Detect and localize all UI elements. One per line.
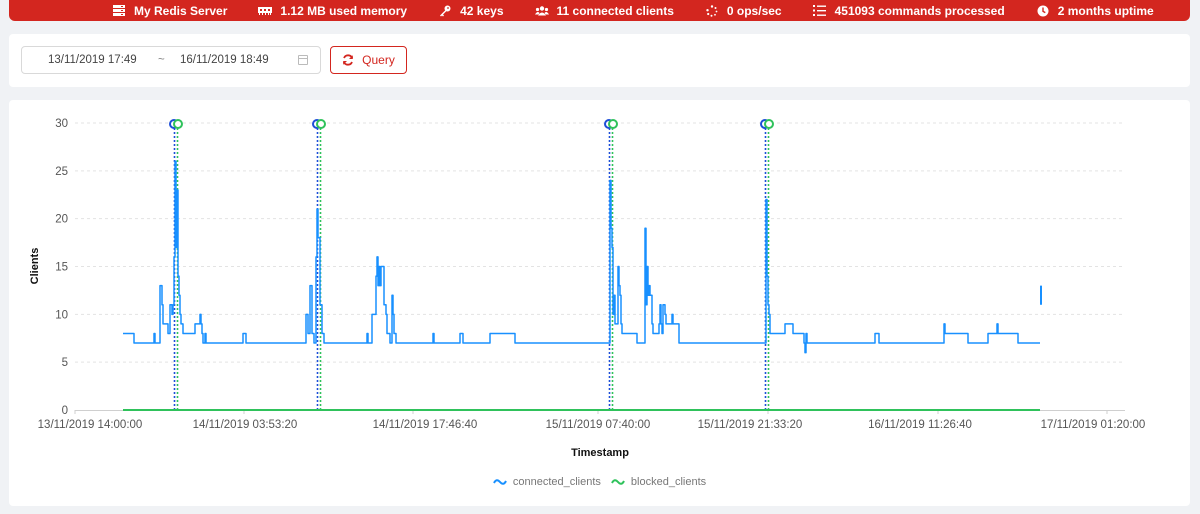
- x-tick-label: 13/11/2019 14:00:00: [38, 419, 143, 431]
- start-date-input[interactable]: 13/11/2019 17:49: [48, 54, 137, 66]
- y-tick-label: 5: [62, 357, 68, 369]
- server-icon: [112, 5, 126, 17]
- ops-stat: 0 ops/sec: [705, 4, 782, 18]
- x-tick-label: 17/11/2019 01:20:00: [1041, 419, 1146, 431]
- legend-connected-clients[interactable]: connected_clients: [492, 476, 601, 488]
- marker-point[interactable]: [173, 119, 183, 129]
- query-button[interactable]: Query: [330, 46, 407, 74]
- memory-icon: [258, 5, 273, 17]
- y-tick-label: 25: [55, 166, 68, 178]
- commands-stat: 451093 commands processed: [813, 4, 1005, 18]
- clients-line-chart[interactable]: 0 5 10 15 20 25 30 13/11/2019 14:00:00 14/11/201…: [9, 100, 1190, 506]
- x-tick-label: 15/11/2019 07:40:00: [546, 419, 651, 431]
- y-tick-label: 30: [55, 118, 68, 130]
- list-icon: [813, 5, 827, 17]
- wave-icon: [492, 479, 507, 485]
- y-tick-label: 15: [55, 262, 68, 274]
- marker-point[interactable]: [764, 119, 774, 129]
- marker-point[interactable]: [316, 119, 326, 129]
- status-bar: My Redis Server 1.12 MB used memory 42 k…: [9, 0, 1190, 21]
- refresh-icon: [343, 54, 354, 66]
- clock-icon: [1036, 5, 1050, 17]
- wave-icon: [611, 479, 625, 485]
- series-connected_clients[interactable]: [123, 160, 1040, 354]
- uptime-stat: 2 months uptime: [1036, 4, 1154, 18]
- x-tick-label: 16/11/2019 11:26:40: [868, 419, 972, 431]
- keys-stat: 42 keys: [438, 4, 504, 18]
- spinner-icon: [705, 4, 719, 17]
- y-tick-label: 10: [55, 309, 68, 321]
- key-icon: [438, 5, 452, 17]
- users-icon: [534, 5, 549, 17]
- y-axis-title: Clients: [29, 248, 41, 285]
- memory-stat: 1.12 MB used memory: [258, 4, 407, 18]
- range-separator: ~: [158, 54, 165, 66]
- clients-stat: 11 connected clients: [534, 4, 674, 18]
- marker-point[interactable]: [608, 119, 618, 129]
- y-tick-label: 20: [55, 214, 68, 226]
- query-panel: 13/11/2019 17:49 ~ 16/11/2019 18:49 Quer…: [9, 34, 1190, 87]
- end-date-input[interactable]: 16/11/2019 18:49: [180, 54, 269, 66]
- chart-panel: 0 5 10 15 20 25 30 13/11/2019 14:00:00 14/11/201…: [9, 100, 1190, 506]
- calendar-icon[interactable]: [298, 55, 308, 65]
- legend-blocked-clients[interactable]: blocked_clients: [611, 476, 706, 488]
- y-tick-label: 0: [62, 405, 68, 417]
- chart-legend: connected_clients blocked_clients: [9, 476, 1190, 488]
- x-tick-label: 15/11/2019 21:33:20: [698, 419, 803, 431]
- server-name-stat: My Redis Server: [112, 4, 227, 18]
- x-tick-label: 14/11/2019 03:53:20: [193, 419, 298, 431]
- x-tick-label: 14/11/2019 17:46:40: [373, 419, 478, 431]
- date-range-picker[interactable]: 13/11/2019 17:49 ~ 16/11/2019 18:49: [21, 46, 321, 74]
- x-axis-title: Timestamp: [571, 447, 629, 459]
